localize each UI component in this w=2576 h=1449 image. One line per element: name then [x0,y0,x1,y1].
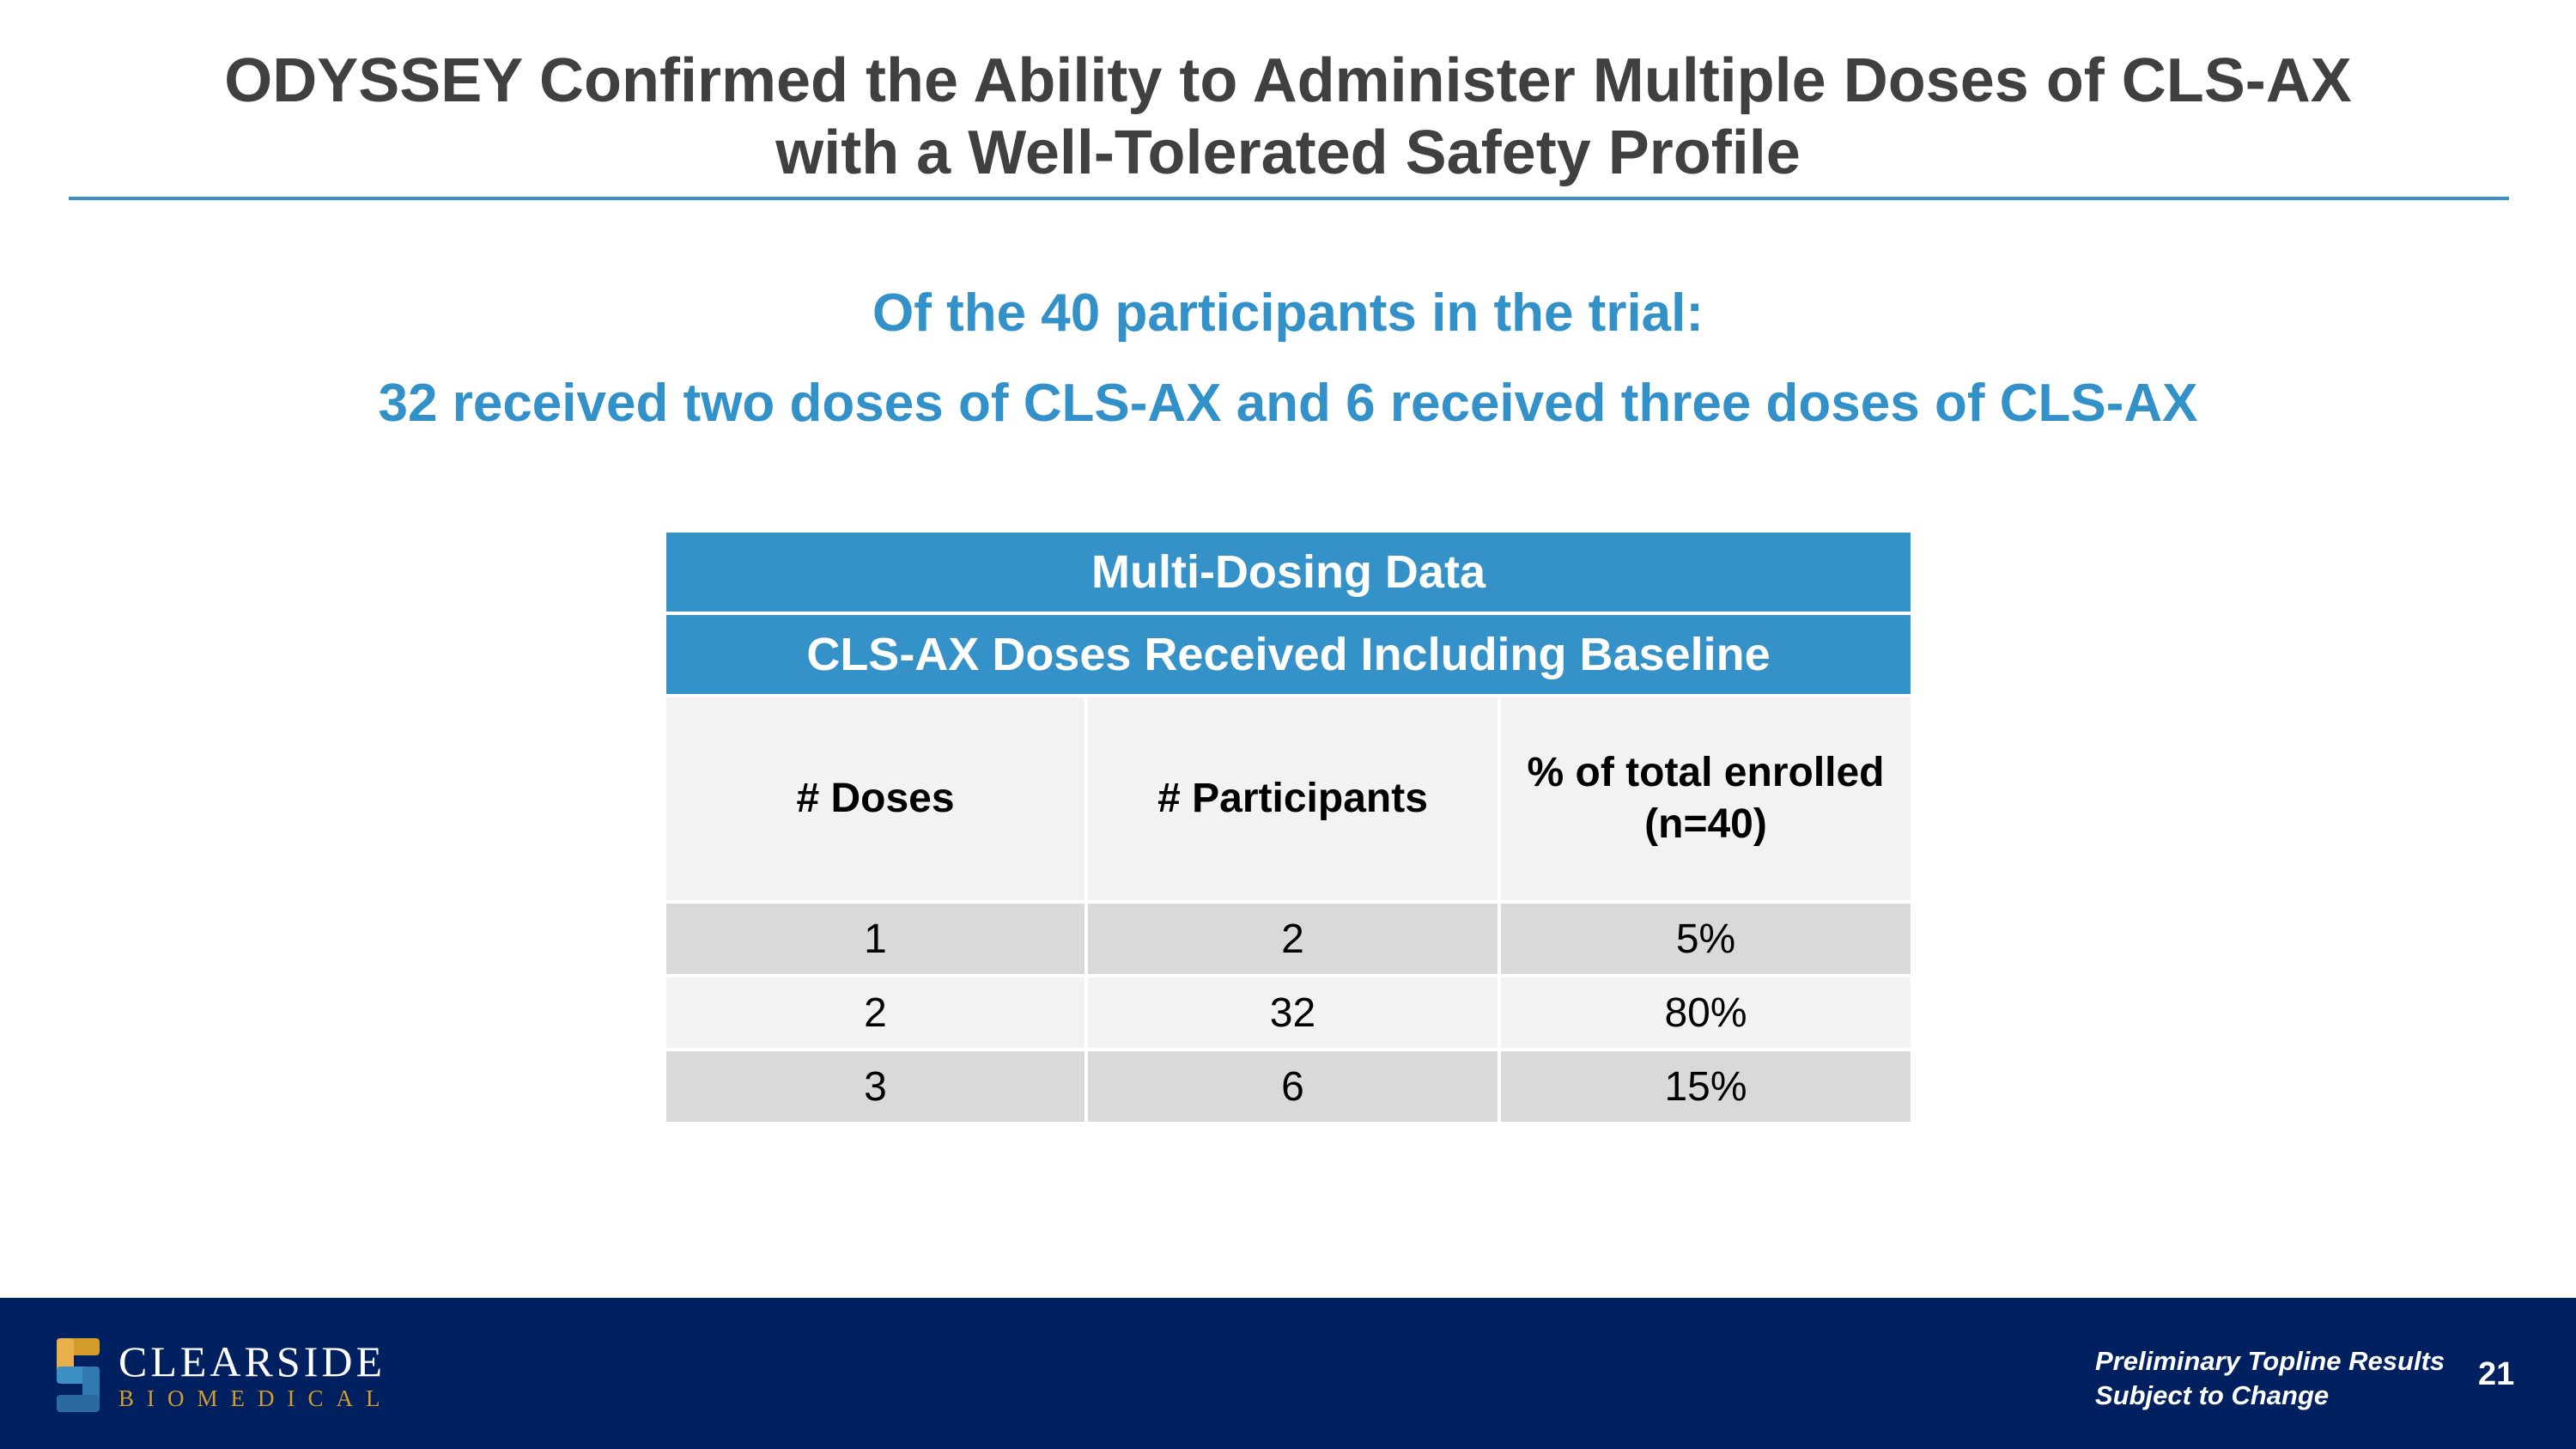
cell-percent: 5% [1498,904,1911,974]
footer-bar: CLEARSIDE BIOMEDICAL Preliminary Topline… [0,1298,2576,1449]
table-row: 2 32 80% [666,974,1911,1048]
participants-summary: Of the 40 participants in the trial: [872,283,1704,343]
slide-title-line-1: ODYSSEY Confirmed the Ability to Adminis… [224,46,2352,115]
cell-participants: 32 [1084,977,1498,1048]
table-header-row: # Doses # Participants % of total enroll… [666,694,1911,900]
logo-subtitle: BIOMEDICAL [118,1385,393,1411]
multi-dosing-table: Multi-Dosing Data CLS-AX Doses Received … [666,533,1911,1122]
disclaimer-line-1: Preliminary Topline Results [2095,1346,2445,1376]
cell-doses: 3 [666,1051,1084,1122]
table-row: 1 2 5% [666,900,1911,974]
header-percent-enrolled: % of total enrolled (n=40) [1498,697,1911,900]
header-doses: # Doses [666,697,1084,900]
cell-participants: 6 [1084,1051,1498,1122]
cell-participants: 2 [1084,904,1498,974]
cell-percent: 15% [1498,1051,1911,1122]
disclaimer-line-2: Subject to Change [2095,1380,2330,1410]
title-divider [69,197,2509,200]
slide-title: ODYSSEY Confirmed the Ability to Adminis… [69,45,2507,189]
logo-s-icon [57,1338,100,1412]
table-title: Multi-Dosing Data [666,533,1911,612]
logo-name: CLEARSIDE [118,1337,386,1385]
page-number: 21 [2478,1356,2515,1392]
doses-summary: 32 received two doses of CLS-AX and 6 re… [378,374,2198,433]
table-subtitle: CLS-AX Doses Received Including Baseline [666,612,1911,694]
header-participants: # Participants [1084,697,1498,900]
disclaimer: Preliminary Topline Results Subject to C… [2095,1344,2445,1413]
slide-title-line-2: with a Well-Tolerated Safety Profile [775,119,1801,187]
cell-percent: 80% [1498,977,1911,1048]
clearside-logo: CLEARSIDE BIOMEDICAL [55,1334,393,1416]
cell-doses: 2 [666,977,1084,1048]
cell-doses: 1 [666,904,1084,974]
table-row: 3 6 15% [666,1048,1911,1122]
